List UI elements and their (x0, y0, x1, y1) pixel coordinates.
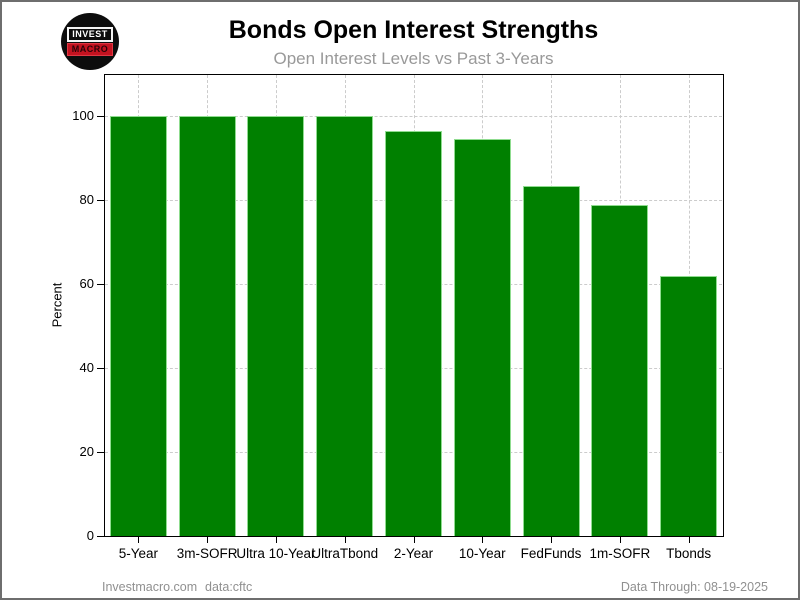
y-tick-label: 40 (79, 360, 94, 375)
y-tick-label: 0 (86, 528, 94, 543)
bar (660, 276, 718, 536)
y-tick (97, 116, 104, 117)
x-tick-label: UltraTbond (311, 546, 379, 561)
x-tick-label: FedFunds (520, 546, 582, 561)
y-tick-label: 20 (79, 444, 94, 459)
y-axis-label: Percent (49, 282, 65, 328)
x-tick (482, 537, 484, 543)
y-tick (97, 536, 104, 537)
bar (385, 130, 442, 536)
x-tick (207, 537, 209, 543)
bar (522, 186, 580, 536)
bar (247, 116, 305, 536)
bar (591, 204, 649, 536)
y-tick-label: 100 (72, 108, 94, 123)
logo-invest-label: INVEST (67, 27, 113, 42)
x-tick (138, 537, 140, 543)
x-tick-label: 5-Year (118, 546, 159, 561)
x-tick (275, 537, 277, 543)
x-tick-label: 3m-SOFR (176, 546, 238, 561)
chart-title: Bonds Open Interest Strengths (228, 16, 599, 44)
bar (316, 116, 374, 536)
x-tick (619, 537, 621, 543)
x-tick-label: Ultra 10-Year (236, 546, 316, 561)
bar (109, 116, 167, 536)
footer-data-source-label: data:cftc (205, 580, 253, 594)
plot-area (104, 74, 724, 537)
y-tick (97, 284, 104, 285)
x-tick-label: 2-Year (393, 546, 434, 561)
chart-subtitle: Open Interest Levels vs Past 3-Years (273, 49, 554, 68)
x-tick-label: 10-Year (458, 546, 506, 561)
footer-data-through-label: Data Through: 08-19-2025 (620, 580, 768, 594)
y-tick (97, 200, 104, 201)
y-tick (97, 452, 104, 453)
footer-site-label: Investmacro.com (102, 580, 198, 594)
y-tick-label: 60 (79, 276, 94, 291)
logo-macro-label: MACRO (66, 43, 114, 56)
bar (453, 139, 511, 536)
y-tick-label: 80 (79, 192, 94, 207)
x-tick (344, 537, 346, 543)
investmacro-logo-icon: INVEST MACRO (61, 13, 119, 70)
x-tick (688, 537, 690, 543)
bar (178, 116, 236, 536)
x-tick-label: 1m-SOFR (589, 546, 651, 561)
x-tick-label: Tbonds (666, 546, 712, 561)
y-tick (97, 368, 104, 369)
x-tick (551, 537, 553, 543)
x-tick (413, 537, 415, 543)
